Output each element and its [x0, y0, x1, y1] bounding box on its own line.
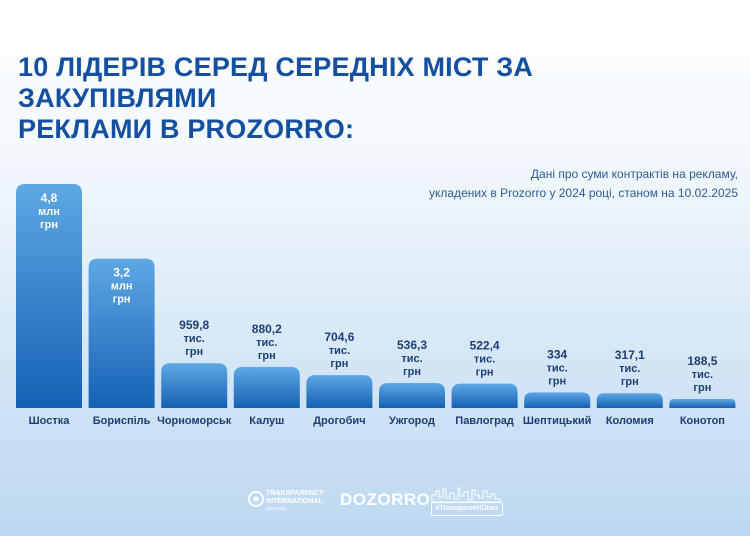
chart-subtitle-line-2: укладених в Prozorro у 2024 році, станом… [429, 186, 738, 200]
chart-title-line-2: РЕКЛАМИ В PROZORRO: [18, 114, 355, 144]
data-label-6: 536,3 тис. грн [397, 338, 427, 378]
ti-logo-line-3: UKRAINE [266, 506, 287, 511]
transparent-cities-logo: #TransparentCities [430, 485, 504, 516]
category-label-4: Калуш [249, 415, 284, 427]
bar-4 [233, 366, 300, 408]
data-label-8: 334 тис. грн [547, 347, 568, 387]
data-label-9: 317,1 тис. грн [615, 348, 645, 388]
bar-5 [306, 375, 373, 408]
data-label-5: 704,6 тис. грн [324, 330, 354, 370]
transparency-international-logo: TRANSPARENCY INTERNATIONAL UKRAINE [248, 485, 330, 515]
bar-10 [669, 399, 736, 408]
data-label-1: 4,8 млн грн [38, 191, 60, 231]
transparency-international-logo-icon [248, 491, 264, 507]
ti-logo-line-2: INTERNATIONAL [266, 497, 323, 505]
chart-subtitle: Дані про суми контрактів на рекламу, укл… [429, 165, 738, 203]
category-label-2: Бориспіль [93, 415, 151, 427]
bar-3 [161, 363, 228, 408]
category-label-6: Ужгород [389, 415, 435, 427]
chart-title: 10 ЛІДЕРІВ СЕРЕД СЕРЕДНІХ МІСТ ЗА ЗАКУПІ… [18, 52, 718, 145]
bar-6 [379, 382, 445, 408]
ti-logo-line-1: TRANSPARENCY [266, 490, 324, 497]
data-label-2: 3,2 млн грн [111, 266, 133, 306]
data-label-10: 188,5 тис. грн [687, 354, 717, 394]
bar-2 [88, 258, 155, 408]
chart-subtitle-line-1: Дані про суми контрактів на рекламу, [530, 167, 738, 181]
transparent-cities-tag: #TransparentCities [431, 502, 503, 516]
category-label-10: Конотоп [680, 415, 725, 427]
category-label-7: Павлоград [455, 415, 514, 427]
data-label-7: 522,4 тис. грн [470, 339, 500, 379]
chart-title-line-1: 10 ЛІДЕРІВ СЕРЕД СЕРЕДНІХ МІСТ ЗА ЗАКУПІ… [18, 52, 534, 113]
dozorro-logo: DOZORRO [340, 485, 430, 515]
dozorro-logo-text: DOZORRO [340, 490, 431, 509]
data-label-4: 880,2 тис. грн [252, 322, 282, 362]
data-label-3: 959,8 тис. грн [179, 318, 209, 358]
category-label-1: Шостка [29, 415, 71, 427]
bar-1 [16, 184, 82, 408]
bar-7 [451, 383, 518, 408]
category-label-3: Чорноморськ [157, 415, 232, 427]
bar-9 [596, 393, 663, 408]
city-skyline-icon [431, 487, 501, 502]
category-label-9: Коломия [606, 415, 654, 427]
bar-8 [524, 392, 591, 408]
footer-logos: TRANSPARENCY INTERNATIONAL UKRAINE DOZOR… [0, 485, 750, 517]
category-label-5: Дрогобич [313, 415, 365, 427]
category-label-8: Шептицький [523, 415, 592, 427]
